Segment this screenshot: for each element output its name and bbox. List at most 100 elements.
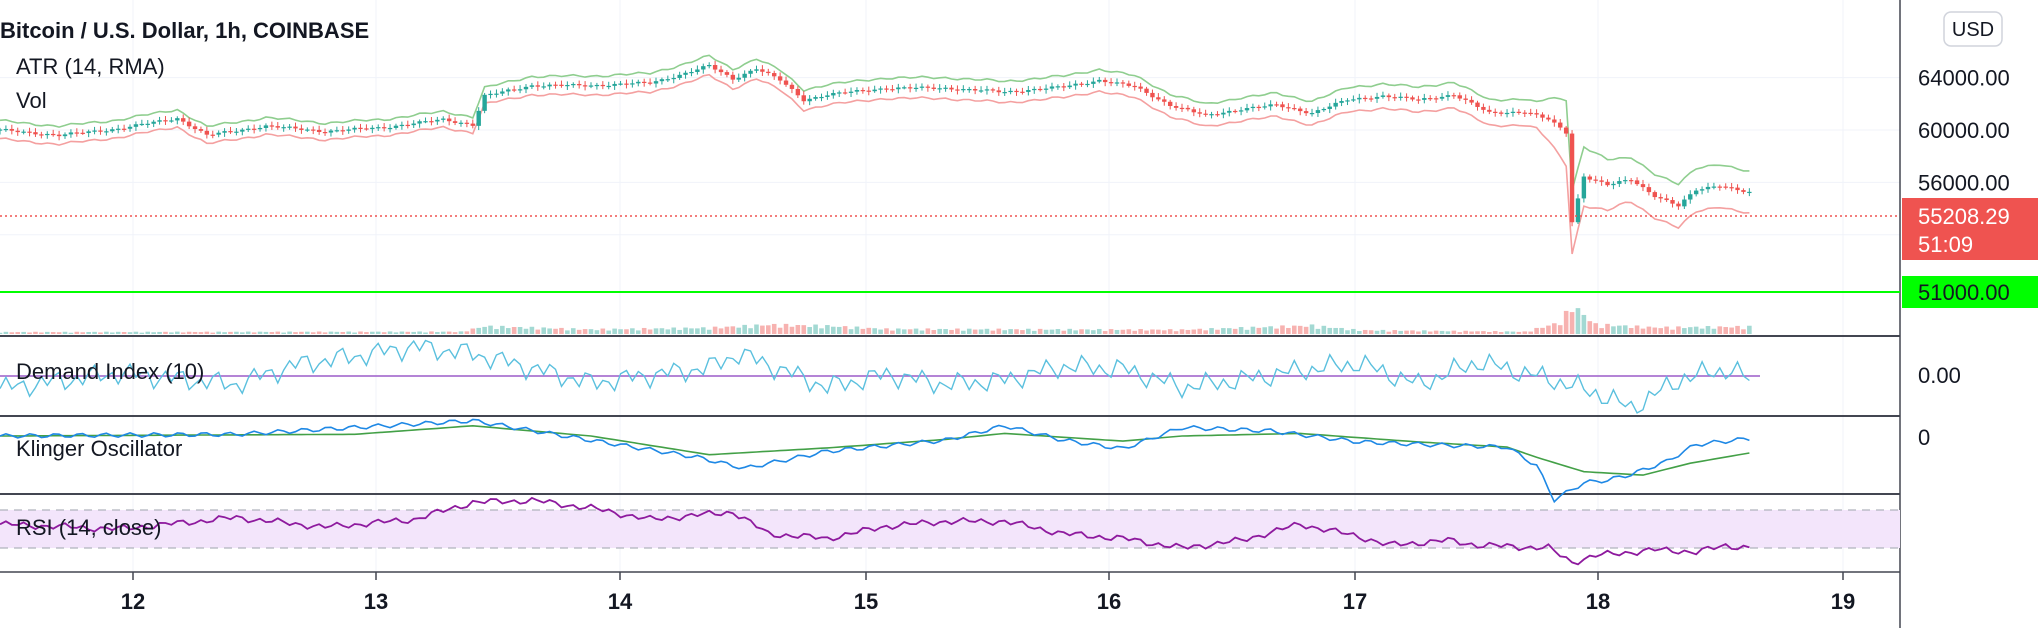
volume-bar: [1321, 325, 1327, 334]
candle-body: [458, 122, 464, 124]
rsi-legend[interactable]: RSI (14, close): [16, 515, 162, 540]
volume-bars: [0, 308, 1752, 334]
candle-body: [1628, 180, 1634, 182]
volume-bar: [411, 331, 416, 334]
volume-bar: [1209, 328, 1214, 334]
candle-body: [689, 71, 694, 74]
candle-body: [937, 88, 942, 90]
candle-body: [772, 73, 777, 77]
candle-body: [801, 95, 806, 102]
vol-legend[interactable]: Vol: [16, 88, 47, 113]
volume-bar: [523, 328, 529, 334]
candle-body: [1162, 99, 1167, 102]
volume-bar: [890, 330, 895, 334]
candle-body: [364, 128, 369, 130]
volume-bar: [653, 328, 659, 334]
volume-bar: [1392, 330, 1398, 334]
candle-body: [506, 89, 511, 92]
candle-body: [198, 129, 204, 131]
volume-bar: [1546, 325, 1551, 334]
candle-body: [777, 76, 783, 81]
volume-bar: [1427, 331, 1433, 334]
candle-body: [1670, 200, 1675, 204]
candle-body: [86, 131, 91, 134]
candle-body: [1327, 106, 1332, 109]
candle-body: [1061, 86, 1066, 88]
candle-body: [1067, 85, 1072, 88]
last-price-tag[interactable]: [1902, 198, 2038, 260]
candle-body: [1558, 122, 1563, 128]
candle-body: [340, 130, 345, 132]
volume-bar: [151, 332, 156, 334]
volume-bar: [476, 327, 482, 334]
candle-body: [470, 123, 475, 126]
candle-body: [707, 65, 712, 67]
volume-bar: [1085, 329, 1090, 334]
volume-bar: [1741, 329, 1746, 334]
volume-bar: [1705, 326, 1711, 334]
volume-bar: [1096, 328, 1102, 334]
candle-body: [1664, 198, 1669, 201]
candle-body: [1150, 92, 1155, 98]
candle-body: [1037, 88, 1043, 91]
demand-index-line: [0, 339, 1750, 414]
volume-bar: [1498, 332, 1504, 334]
volume-bar: [27, 332, 32, 334]
candle-body: [1055, 86, 1061, 88]
volume-bar: [210, 332, 216, 334]
volume-bar: [74, 331, 80, 334]
candle-body: [1658, 197, 1663, 199]
volume-bar: [955, 328, 960, 334]
volume-bar: [1451, 330, 1457, 334]
volume-bar: [1552, 323, 1557, 334]
volume-bar: [795, 325, 801, 334]
currency-button[interactable]: [1943, 11, 2003, 47]
candle-body: [417, 121, 422, 124]
volume-bar: [730, 326, 736, 334]
symbol-title[interactable]: Bitcoin / U.S. Dollar, 1h, COINBASE: [0, 18, 369, 43]
volume-bar: [1351, 328, 1356, 334]
candle-body: [1203, 113, 1208, 115]
candle-body: [653, 81, 659, 84]
candle-body: [151, 121, 156, 124]
volume-bar: [943, 329, 948, 334]
volume-bar: [1215, 329, 1220, 334]
candle-body: [1652, 192, 1657, 198]
candle-body: [1699, 189, 1705, 191]
volume-bar: [275, 331, 281, 334]
candle-body: [1392, 97, 1397, 99]
candle-body: [429, 121, 434, 123]
volume-bar: [1297, 325, 1303, 334]
candle-body: [1274, 104, 1279, 106]
volume-bar: [1238, 327, 1244, 334]
indicator-lines: [0, 339, 1760, 566]
demand-index-legend[interactable]: Demand Index (10): [16, 359, 204, 384]
klinger-legend[interactable]: Klinger Oscillator: [16, 436, 182, 461]
volume-bar: [1522, 331, 1528, 334]
candle-body: [1079, 83, 1084, 85]
candle-body: [925, 86, 931, 88]
volume-bar: [145, 331, 151, 334]
volume-bar: [529, 326, 535, 334]
support-level-tag[interactable]: [1902, 276, 2038, 308]
volume-bar: [370, 331, 375, 334]
volume-bar: [1528, 331, 1533, 334]
volume-bar: [340, 331, 346, 334]
candle-body: [464, 122, 470, 124]
time-axis[interactable]: 12 13 14 15 16 17 18 19: [121, 572, 1855, 614]
candle-body: [1232, 110, 1238, 113]
candle-body: [1693, 190, 1699, 195]
candle-body: [305, 129, 310, 131]
candle-body: [535, 85, 541, 87]
volume-bar: [949, 329, 954, 334]
time-tick-label: 13: [364, 589, 388, 614]
volume-bar: [1333, 327, 1338, 334]
candle-body: [612, 83, 617, 86]
volume-bar: [470, 328, 476, 334]
candle-body: [819, 96, 824, 99]
volume-bar: [263, 331, 269, 334]
volume-bar: [1262, 327, 1268, 334]
candle-body: [1611, 183, 1616, 186]
atr-legend[interactable]: ATR (14, RMA): [16, 54, 165, 79]
